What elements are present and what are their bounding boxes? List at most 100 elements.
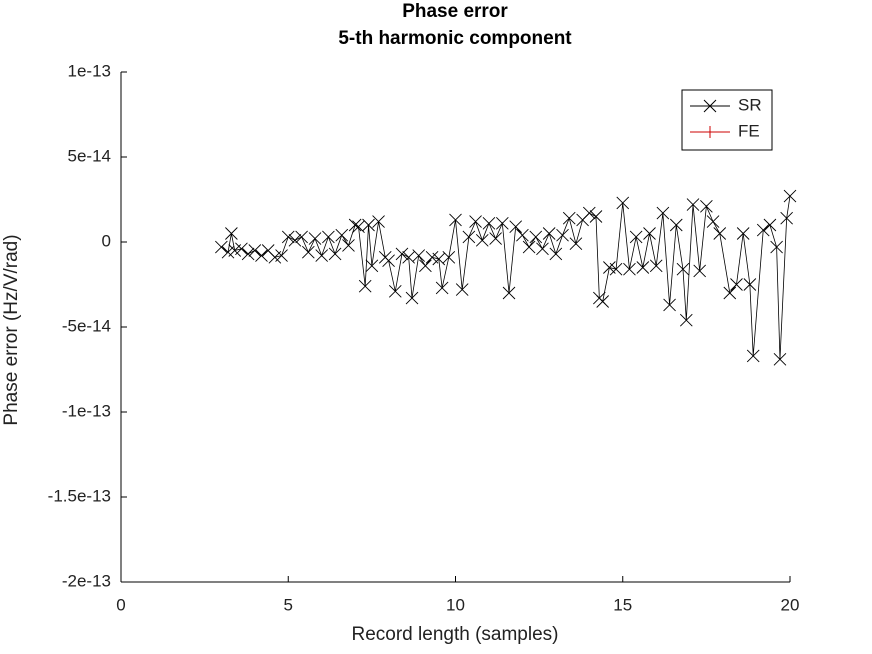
- data-point: [342, 239, 355, 252]
- data-point: [295, 230, 308, 244]
- data-point: [328, 247, 342, 261]
- data-point: [536, 242, 549, 256]
- y-tick-label: -1.5e-13: [48, 486, 111, 505]
- data-point: [308, 232, 322, 245]
- data-point: [335, 228, 349, 242]
- data-point: [469, 215, 482, 228]
- data-point: [455, 283, 469, 296]
- data-point: [649, 259, 663, 273]
- data-point: [412, 249, 426, 262]
- data-point: [215, 240, 228, 254]
- data-point: [449, 213, 462, 227]
- data-point: [405, 291, 419, 305]
- chart-title: Phase error: [402, 1, 508, 22]
- data-point: [248, 244, 262, 257]
- y-tick-label: -5e-14: [62, 316, 111, 335]
- data-point: [509, 220, 523, 234]
- x-tick-label: 20: [781, 595, 800, 614]
- data-point: [225, 227, 238, 240]
- chart-subtitle: 5-th harmonic component: [338, 28, 572, 49]
- data-point: [700, 199, 713, 213]
- data-point: [746, 349, 760, 363]
- data-point: [322, 230, 335, 244]
- legend-label: SR: [738, 95, 762, 114]
- x-tick-label: 0: [116, 595, 125, 614]
- data-point: [643, 227, 656, 240]
- data-point: [288, 233, 302, 247]
- data-point: [275, 249, 288, 262]
- y-tick-label: -1e-13: [62, 401, 111, 420]
- data-point: [669, 218, 683, 232]
- data-point: [656, 206, 670, 220]
- data-point: [596, 295, 609, 308]
- x-tick-label: 10: [446, 595, 465, 614]
- data-point: [623, 262, 636, 276]
- y-tick-label: 5e-14: [68, 146, 111, 165]
- data-point: [502, 286, 516, 300]
- data-point: [302, 245, 315, 259]
- data-point: [372, 215, 385, 228]
- data-point: [442, 250, 456, 264]
- data-point: [609, 262, 623, 276]
- data-point: [235, 242, 248, 256]
- data-point: [516, 228, 529, 242]
- data-point: [636, 261, 650, 274]
- data-point: [629, 230, 643, 244]
- data-point: [676, 262, 690, 276]
- data-point: [388, 284, 402, 298]
- legend-marker: [704, 126, 716, 138]
- data-point: [358, 279, 372, 293]
- data-point: [462, 230, 476, 244]
- series-line: [221, 196, 791, 360]
- data-point: [419, 259, 432, 273]
- legend-label: FE: [738, 121, 760, 140]
- data-point: [395, 247, 409, 261]
- data-point: [542, 227, 556, 240]
- data-point: [241, 247, 255, 261]
- data-point: [255, 249, 268, 262]
- data-point: [706, 215, 720, 228]
- data-point: [723, 286, 737, 300]
- data-point: [686, 198, 700, 211]
- x-axis-label: Record length (samples): [352, 624, 559, 645]
- data-point: [616, 196, 630, 210]
- data-point: [679, 313, 693, 327]
- data-point: [780, 211, 793, 225]
- data-point: [783, 189, 797, 203]
- data-point: [589, 210, 603, 223]
- data-point: [582, 206, 596, 220]
- data-point: [743, 278, 757, 291]
- data-point: [736, 227, 750, 240]
- data-point: [382, 254, 395, 268]
- data-point: [522, 240, 536, 254]
- data-point: [569, 237, 583, 251]
- data-point: [489, 232, 502, 245]
- data-point: [482, 216, 496, 230]
- data-point: [281, 230, 295, 244]
- data-point: [713, 227, 727, 240]
- data-point: [756, 223, 770, 237]
- data-point: [773, 352, 787, 366]
- data-point: [496, 216, 509, 230]
- y-tick-label: 1e-13: [68, 61, 111, 80]
- y-tick-label: -2e-13: [62, 571, 111, 590]
- legend-marker: [703, 99, 717, 113]
- data-point: [529, 230, 543, 244]
- data-point: [663, 298, 676, 312]
- data-point: [435, 281, 449, 295]
- data-point: [362, 218, 375, 232]
- data-point: [763, 218, 777, 232]
- x-tick-label: 15: [613, 595, 632, 614]
- data-point: [556, 228, 569, 242]
- data-point: [365, 259, 379, 273]
- data-point: [475, 233, 489, 247]
- data-point: [562, 211, 576, 225]
- y-tick-label: 0: [102, 231, 111, 250]
- data-point: [730, 278, 743, 291]
- x-tick-label: 5: [284, 595, 293, 614]
- data-point: [348, 218, 362, 232]
- legend-box: [681, 89, 773, 151]
- data-point: [549, 247, 563, 261]
- data-point: [315, 249, 329, 262]
